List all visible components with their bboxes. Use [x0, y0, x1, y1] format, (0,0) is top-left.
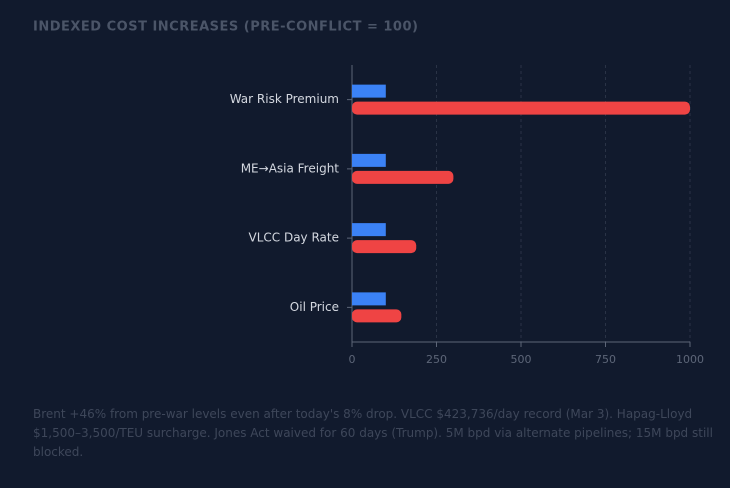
bar — [352, 309, 402, 323]
bar — [352, 101, 690, 115]
y-tick-label: ME→Asia Freight — [241, 161, 340, 175]
x-tick-label: 500 — [511, 353, 532, 366]
x-tick-label: 1000 — [676, 353, 704, 366]
bar — [352, 84, 386, 98]
chart-title: INDEXED COST INCREASES (PRE-CONFLICT = 1… — [33, 20, 418, 35]
y-tick-label: War Risk Premium — [230, 92, 339, 106]
bar — [352, 240, 417, 254]
bar — [352, 292, 386, 306]
footnote: Brent +46% from pre-war levels even afte… — [33, 407, 713, 459]
y-tick-label: Oil Price — [290, 300, 339, 314]
x-tick-label: 750 — [595, 353, 616, 366]
x-tick-label: 250 — [426, 353, 447, 366]
y-tick-label: VLCC Day Rate — [249, 231, 340, 245]
x-tick-label: 0 — [349, 353, 356, 366]
bar — [352, 170, 454, 184]
bar — [352, 223, 386, 237]
bar — [352, 153, 386, 167]
chart: INDEXED COST INCREASES (PRE-CONFLICT = 1… — [33, 20, 704, 367]
